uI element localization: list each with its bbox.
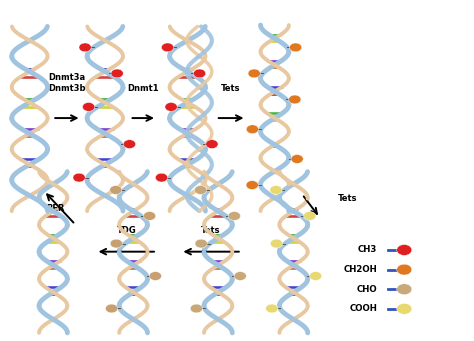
Text: CH3: CH3 bbox=[358, 246, 377, 254]
Circle shape bbox=[165, 103, 177, 111]
Circle shape bbox=[304, 211, 316, 220]
Circle shape bbox=[155, 173, 168, 182]
Circle shape bbox=[195, 239, 207, 248]
Text: Tets: Tets bbox=[221, 84, 241, 93]
Circle shape bbox=[194, 186, 207, 194]
Circle shape bbox=[144, 211, 155, 220]
Circle shape bbox=[397, 264, 412, 275]
Circle shape bbox=[162, 43, 173, 52]
Circle shape bbox=[73, 173, 85, 182]
Circle shape bbox=[111, 69, 123, 78]
Circle shape bbox=[291, 154, 303, 163]
Circle shape bbox=[105, 304, 118, 313]
Circle shape bbox=[149, 272, 162, 280]
Circle shape bbox=[270, 239, 283, 248]
Circle shape bbox=[397, 244, 412, 255]
Text: CHO: CHO bbox=[357, 285, 377, 294]
Text: TDG: TDG bbox=[117, 226, 136, 235]
Circle shape bbox=[270, 186, 282, 194]
Text: CH2OH: CH2OH bbox=[344, 265, 377, 274]
Circle shape bbox=[123, 140, 136, 149]
Circle shape bbox=[193, 69, 206, 78]
Text: COOH: COOH bbox=[349, 304, 377, 313]
Circle shape bbox=[206, 140, 218, 149]
Text: Tets: Tets bbox=[201, 226, 221, 235]
Circle shape bbox=[110, 239, 122, 248]
Circle shape bbox=[234, 272, 246, 280]
Circle shape bbox=[397, 284, 412, 295]
Text: Dnmt1: Dnmt1 bbox=[127, 84, 159, 93]
Circle shape bbox=[190, 304, 202, 313]
Circle shape bbox=[109, 186, 122, 194]
Circle shape bbox=[228, 211, 240, 220]
Circle shape bbox=[79, 43, 91, 52]
Circle shape bbox=[246, 125, 258, 134]
Circle shape bbox=[290, 43, 302, 52]
Text: BER: BER bbox=[46, 204, 64, 213]
Circle shape bbox=[246, 181, 258, 190]
Text: Dnmt3a
Dnmt3b: Dnmt3a Dnmt3b bbox=[48, 73, 86, 93]
Circle shape bbox=[266, 304, 278, 313]
Circle shape bbox=[397, 303, 412, 314]
Circle shape bbox=[82, 103, 95, 111]
Circle shape bbox=[248, 69, 260, 78]
Text: Tets: Tets bbox=[338, 194, 358, 203]
Circle shape bbox=[310, 272, 322, 280]
Circle shape bbox=[289, 95, 301, 104]
